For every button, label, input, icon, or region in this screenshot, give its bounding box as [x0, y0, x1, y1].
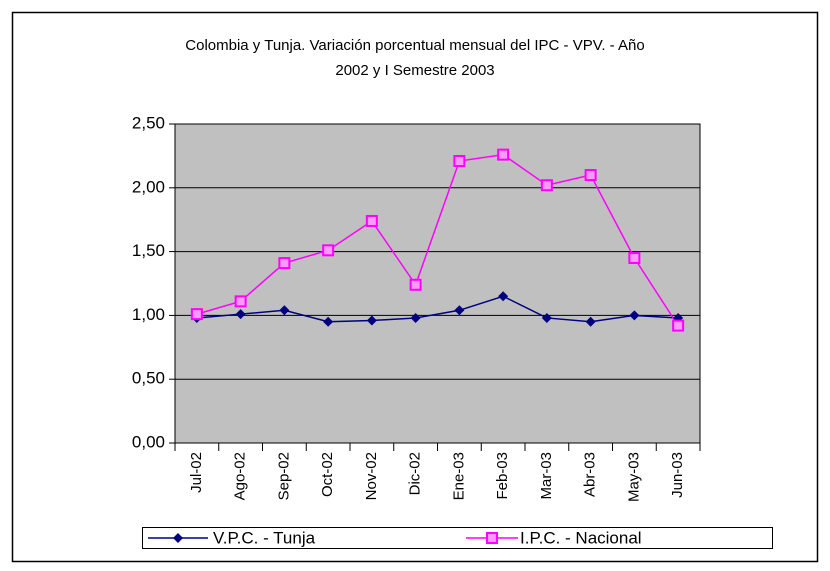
marker	[628, 251, 641, 264]
chart-title: 2002 y I Semestre 2003	[335, 62, 494, 79]
x-tick-label: Sep-02	[275, 452, 292, 500]
marker	[585, 316, 596, 327]
y-tick-label: 0,00	[132, 432, 165, 451]
y-tick-label: 0,50	[132, 369, 165, 388]
marker	[235, 309, 246, 320]
x-tick-label: Ago-02	[232, 452, 249, 500]
chart-title: Colombia y Tunja. Variación porcentual m…	[185, 37, 644, 54]
series-line	[196, 295, 679, 323]
x-tick-label: Abr-03	[582, 452, 599, 497]
marker	[453, 155, 466, 168]
x-tick-label: Ene-03	[450, 452, 467, 500]
x-tick-label: May-03	[625, 452, 642, 502]
marker	[190, 308, 203, 321]
marker	[323, 316, 334, 327]
series-line	[196, 153, 679, 327]
marker	[366, 315, 377, 326]
marker	[279, 305, 290, 316]
marker	[584, 169, 597, 182]
marker	[629, 310, 640, 321]
marker	[410, 312, 421, 323]
x-labels: Jul-02 Ago-02 Sep-02 Oct-02 Nov-02 Dic-02 Ene-…	[188, 452, 686, 502]
legend-marker	[486, 532, 498, 544]
legend-label: I.P.C. - Nacional	[520, 528, 642, 547]
x-tick-label: Jun-03	[669, 452, 686, 498]
marker	[278, 257, 291, 270]
y-tick-label: 1,00	[132, 305, 165, 324]
marker	[409, 278, 422, 291]
x-tick-label: Nov-02	[363, 452, 380, 500]
x-tick-label: Jul-02	[188, 452, 205, 493]
y-tick-label: 1,50	[132, 241, 165, 260]
marker	[497, 148, 510, 161]
legend	[142, 527, 773, 549]
x-tick-label: Mar-03	[538, 452, 555, 500]
legend-marker	[173, 533, 183, 543]
marker	[672, 319, 685, 332]
marker	[234, 295, 247, 308]
marker	[322, 244, 335, 257]
x-tick-label: Dic-02	[407, 452, 424, 495]
y-tick-label: 2,50	[132, 113, 165, 132]
x-tick-label: Oct-02	[319, 452, 336, 497]
marker	[454, 305, 465, 316]
marker	[541, 312, 552, 323]
y-tick-label: 2,00	[132, 177, 165, 196]
legend-label: V.P.C. - Tunja	[213, 528, 316, 547]
marker	[365, 214, 378, 227]
marker	[540, 179, 553, 192]
x-tick-label: Feb-03	[494, 452, 511, 500]
plot-area	[174, 123, 701, 444]
marker	[498, 291, 509, 302]
